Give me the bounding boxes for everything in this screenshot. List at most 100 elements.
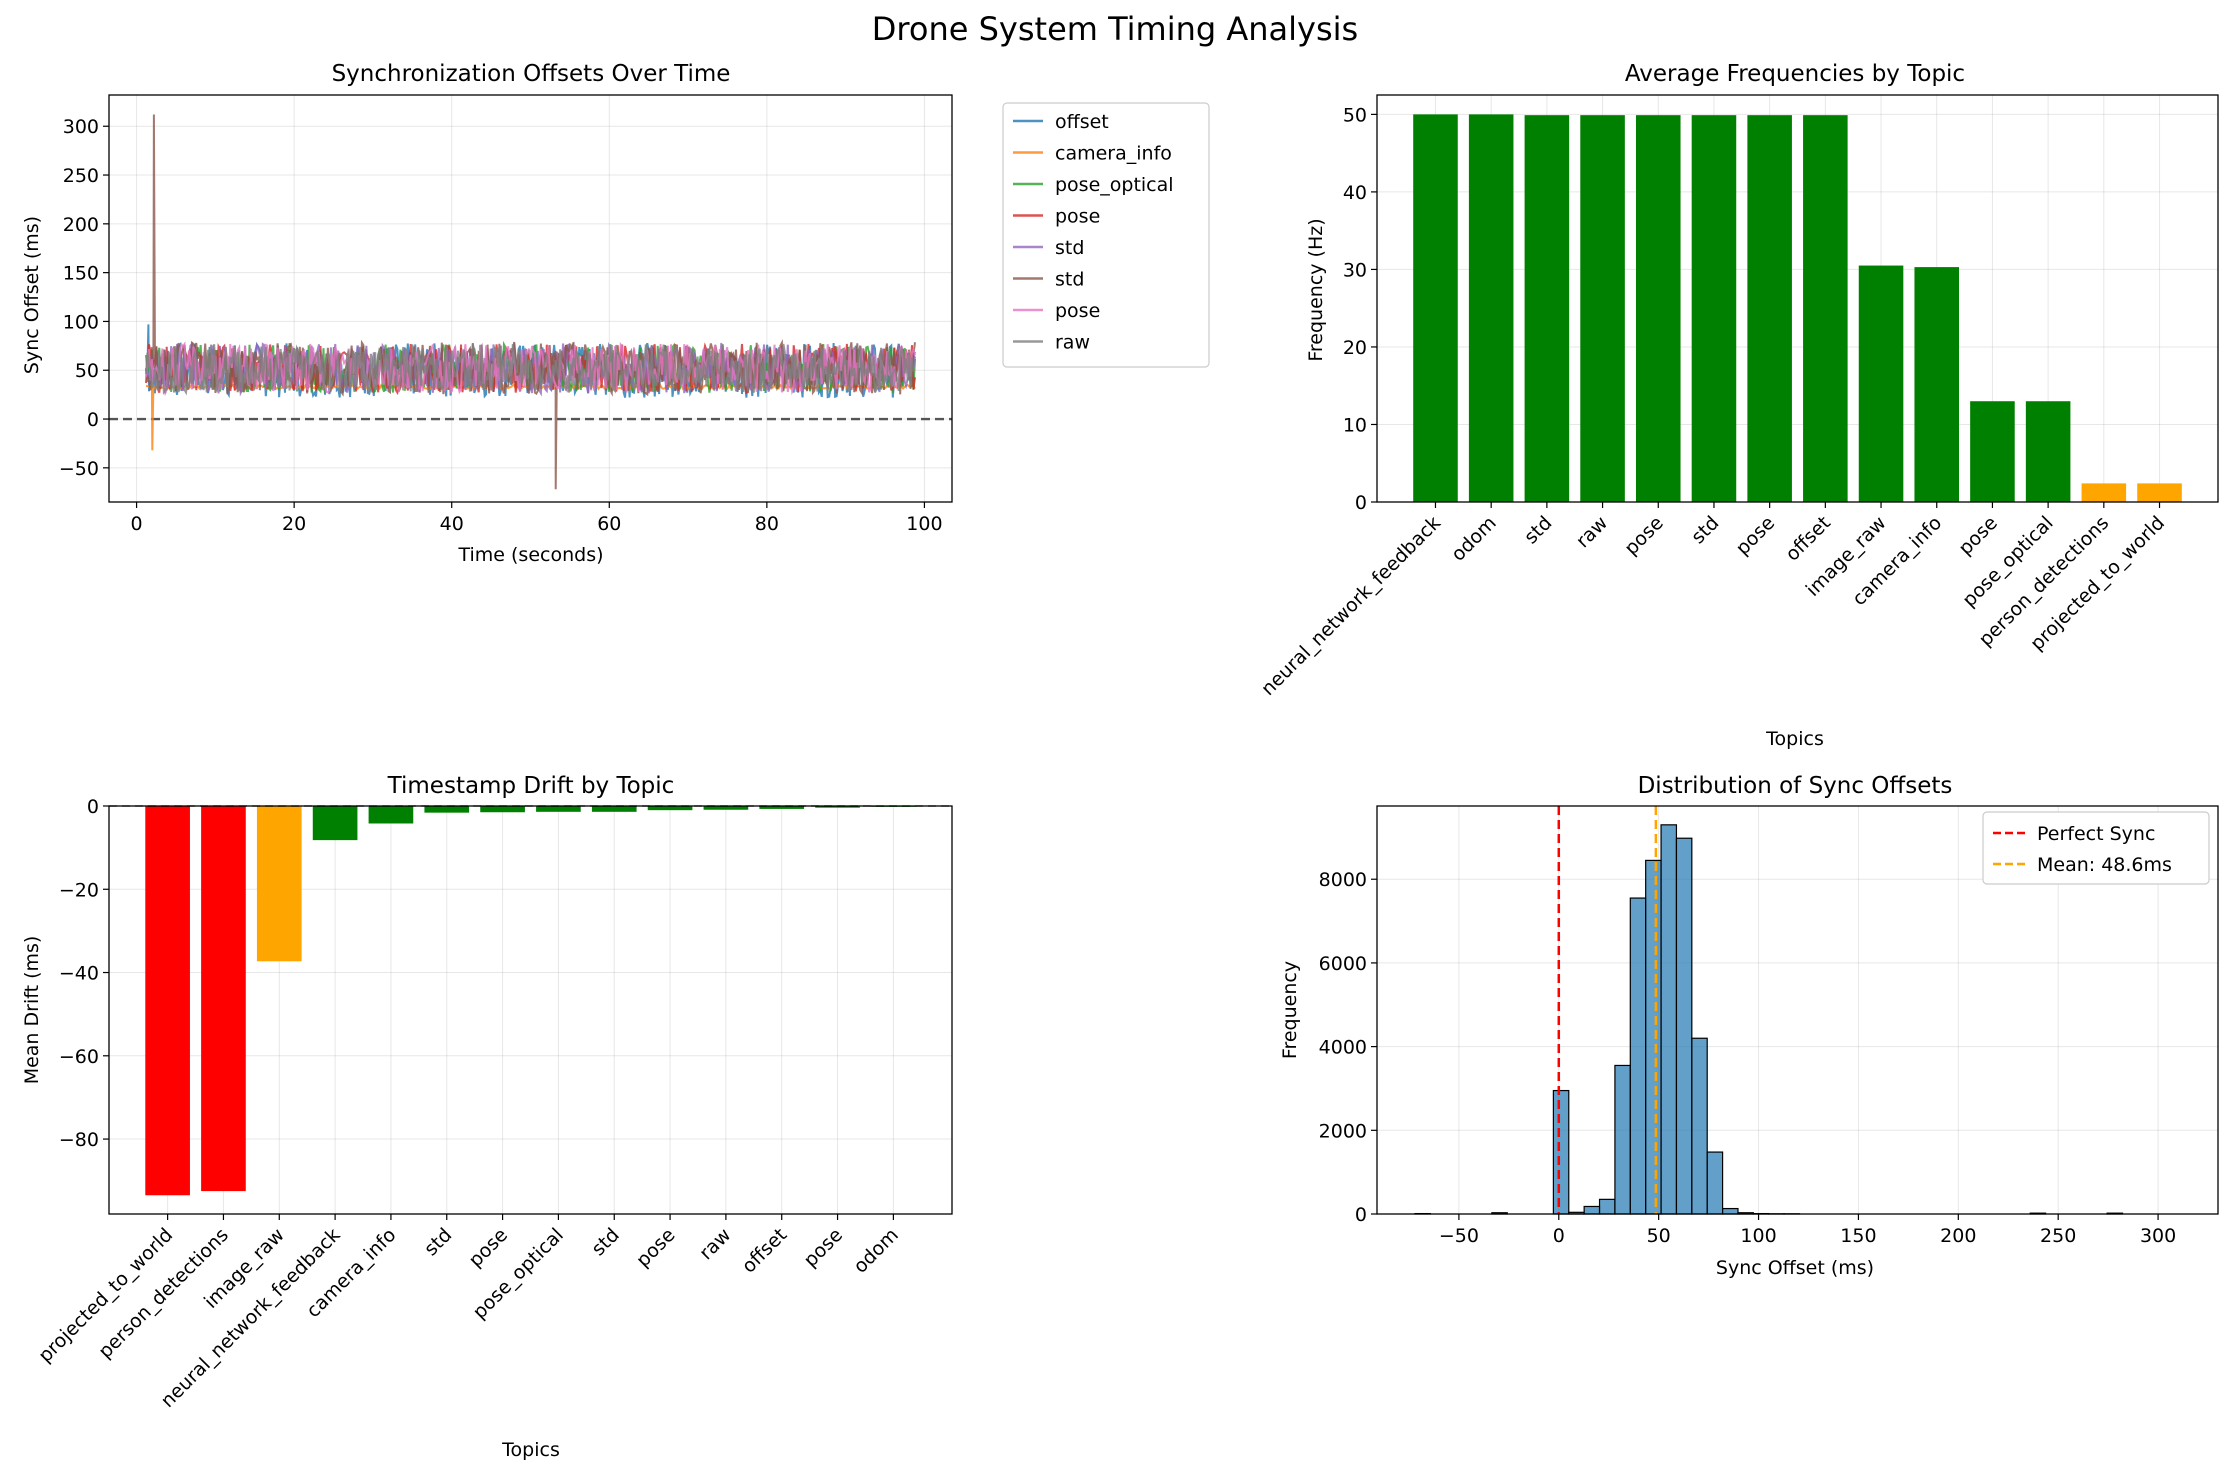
bar-std	[1691, 115, 1737, 502]
x-tick-label: raw	[1572, 512, 1612, 552]
legend-label: Mean: 48.6ms	[2037, 854, 2172, 876]
y-tick-label: 50	[1343, 104, 1367, 126]
legend-label: pose_optical	[1055, 174, 1174, 196]
x-tick-label: 150	[1840, 1225, 1876, 1247]
histogram-bin	[1629, 897, 1647, 1215]
drift-title: Timestamp Drift by Topic	[387, 773, 675, 799]
drift-panel: Timestamp Drift by Topic −80−60−40−200pr…	[21, 773, 953, 1461]
x-tick-label: 100	[906, 513, 942, 535]
bar-odom	[1468, 114, 1514, 502]
x-tick-label: raw	[695, 1224, 735, 1264]
histogram-bin	[1645, 859, 1662, 1215]
bar-camera_info	[1914, 267, 1960, 502]
bar-image_raw	[256, 806, 302, 962]
y-tick-label: 300	[63, 116, 99, 138]
legend-label: raw	[1055, 332, 1090, 354]
y-tick-label: 8000	[1319, 869, 1367, 891]
x-tick-label: pose	[1732, 512, 1780, 560]
x-tick-label: 80	[755, 513, 779, 535]
x-tick-label: pose	[632, 1224, 680, 1272]
histogram-bin	[1660, 824, 1678, 1215]
x-tick-label: 100	[1740, 1225, 1776, 1247]
bar-pose	[1970, 401, 2015, 502]
histogram-bin	[1675, 837, 1693, 1215]
sync-offsets-ticks: 0 20 40 60 80 100 −50 0 50 100 150 200 250 300	[59, 94, 953, 535]
x-tick-label: pose	[800, 1224, 848, 1272]
distribution-xlabel: Sync Offset (ms)	[1716, 1257, 1874, 1279]
y-tick-label: 20	[1343, 337, 1367, 359]
histogram-bin	[1583, 1205, 1601, 1215]
bar-projected_to_world	[145, 806, 190, 1196]
y-tick-label: 100	[63, 311, 99, 333]
frequencies-xlabel: Topics	[1765, 728, 1824, 750]
y-tick-label: 6000	[1319, 953, 1367, 975]
x-tick-label: neural_network_feedback	[1257, 512, 1445, 700]
x-tick-label: 60	[597, 513, 621, 535]
x-tick-label: offset	[1781, 512, 1835, 566]
distribution-ylabel: Frequency	[1279, 961, 1301, 1059]
bar-pose_optical	[536, 806, 581, 812]
y-tick-label: 0	[1355, 1204, 1367, 1226]
histogram-bin	[1691, 1037, 1708, 1215]
legend-label: camera_info	[1055, 143, 1172, 165]
y-tick-label: 50	[75, 360, 99, 382]
x-tick-label: odom	[849, 1224, 903, 1278]
legend-box	[1982, 811, 2210, 885]
bar-neural_network_feedback	[1413, 114, 1458, 502]
x-tick-label: 20	[282, 513, 306, 535]
sync-offsets-xlabel: Time (seconds)	[457, 544, 603, 566]
legend-box	[1002, 102, 1210, 368]
x-tick-label: 40	[440, 513, 464, 535]
y-tick-label: 250	[63, 165, 99, 187]
legend-label: Perfect Sync	[2037, 823, 2155, 845]
x-tick-label: odom	[1447, 512, 1501, 566]
bar-pose	[647, 806, 693, 811]
bar-raw	[703, 806, 749, 810]
legend-label: offset	[1055, 111, 1109, 133]
x-tick-label: pose	[1620, 512, 1668, 560]
bar-pose	[815, 806, 860, 808]
bar-person_detections	[201, 806, 246, 1192]
distribution-plot	[1414, 806, 2124, 1215]
legend-label: std	[1055, 269, 1084, 291]
legend-label: pose	[1055, 206, 1100, 228]
histogram-bin	[1598, 1198, 1616, 1215]
sync-offsets-panel: Synchronization Offsets Over Time 0 20 40 6…	[21, 61, 1210, 566]
frequencies-panel: Average Frequencies by Topic 0 10 20 30 40 50…	[1257, 61, 2219, 750]
drift-plot	[109, 805, 952, 1196]
bar-person_detections	[2081, 483, 2127, 502]
y-tick-label: −40	[59, 963, 99, 985]
distribution-ticks: −50 0 50 100 150 200 250 300 0 2000 4000 6000 8000	[1319, 805, 2219, 1247]
bar-pose_optical	[2025, 401, 2071, 502]
x-tick-label: 250	[2040, 1225, 2076, 1247]
bar-std	[424, 806, 470, 813]
y-tick-label: 150	[63, 263, 99, 285]
x-tick-label: pose	[1954, 512, 2002, 560]
y-tick-label: 200	[63, 214, 99, 236]
legend-label: std	[1055, 237, 1084, 259]
histogram-bin	[1706, 1151, 1724, 1215]
sync-offsets-title: Synchronization Offsets Over Time	[332, 61, 731, 87]
bar-std	[591, 806, 637, 812]
x-tick-label: 300	[2140, 1225, 2176, 1247]
series-line-7	[145, 343, 916, 396]
bar-raw	[1580, 115, 1625, 502]
y-tick-label: −60	[59, 1046, 99, 1068]
x-tick-label: 50	[1647, 1225, 1671, 1247]
bar-offset	[759, 806, 805, 809]
axes-frame	[108, 805, 953, 1215]
bar-camera_info	[368, 806, 414, 824]
y-tick-label: 0	[1355, 492, 1367, 514]
x-tick-label: pose	[465, 1224, 513, 1272]
sync-offsets-grid	[109, 95, 952, 502]
y-tick-label: 0	[87, 409, 99, 431]
x-tick-label: std	[587, 1224, 623, 1260]
frequencies-plot	[1413, 114, 2182, 502]
axes-frame	[1376, 805, 2219, 1215]
x-tick-label: offset	[738, 1224, 792, 1278]
y-tick-label: 10	[1343, 414, 1367, 436]
axes-frame	[1376, 94, 2219, 503]
series-line-5	[145, 114, 916, 490]
